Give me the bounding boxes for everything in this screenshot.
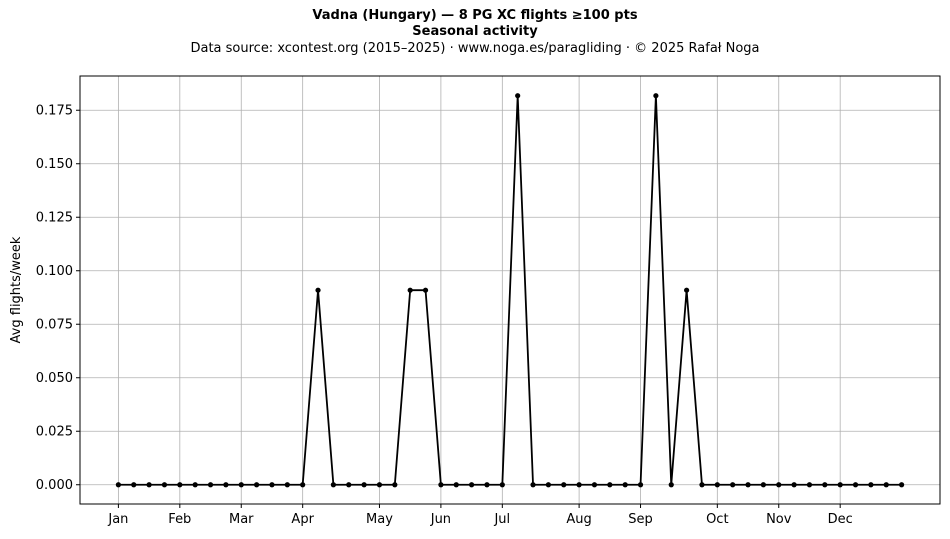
chart-subtitle: Seasonal activity: [412, 24, 538, 39]
data-point: [422, 287, 429, 293]
data-point: [714, 482, 720, 488]
x-tick-label: Oct: [706, 512, 728, 527]
data-point: [622, 482, 628, 488]
data-point: [192, 482, 198, 488]
y-tick-label: 0.125: [36, 211, 73, 226]
y-tick-label: 0.025: [36, 425, 73, 440]
data-point: [376, 482, 383, 488]
data-point: [300, 482, 306, 488]
data-point: [469, 482, 475, 488]
chart-titles: Vadna (Hungary) — 8 PG XC flights ≥100 p…: [0, 8, 950, 58]
data-point: [806, 482, 813, 488]
y-axis: 0.000 0.025 0.050 0.075 0.100 0.125 0.150 0.175: [36, 104, 80, 493]
x-tick-label: Apr: [291, 512, 314, 527]
data-point: [760, 482, 766, 488]
data-point: [438, 482, 444, 488]
data-point: [131, 482, 137, 488]
data-point: [361, 482, 367, 488]
data-point: [284, 482, 290, 488]
data-point: [223, 482, 229, 488]
y-tick-label: 0.000: [36, 478, 73, 493]
data-point: [852, 482, 859, 488]
data-point: [545, 482, 551, 488]
series-group: [115, 93, 905, 488]
data-point: [868, 482, 874, 488]
data-point: [499, 482, 505, 488]
data-point: [453, 482, 459, 488]
y-tick-label: 0.150: [36, 157, 73, 172]
x-tick-label: Dec: [828, 512, 853, 527]
data-point: [177, 482, 183, 488]
x-tick-label: Aug: [566, 512, 591, 527]
data-point: [837, 482, 843, 488]
plot-frame: [79, 75, 941, 505]
data-point: [238, 482, 244, 488]
data-point: [254, 482, 260, 488]
data-point: [684, 287, 690, 293]
chart-title: Vadna (Hungary) — 8 PG XC flights ≥100 p…: [312, 8, 638, 23]
x-tick-label: Jan: [107, 512, 128, 527]
data-point: [883, 482, 889, 488]
data-point: [791, 482, 797, 488]
x-tick-label: Mar: [229, 512, 254, 527]
data-point: [576, 482, 582, 488]
data-point: [269, 482, 275, 488]
x-axis: Jan Feb Mar Apr May Jun Jul Aug Sep Oct Nov Dec: [107, 504, 853, 527]
data-point: [407, 287, 413, 293]
series-line: [118, 94, 902, 486]
data-point: [392, 482, 398, 488]
data-point: [899, 482, 905, 488]
x-tick-label: Jun: [430, 512, 451, 527]
data-point: [484, 482, 490, 488]
y-tick-label: 0.175: [36, 104, 73, 119]
data-point: [515, 93, 521, 99]
x-tick-label: Nov: [766, 512, 792, 527]
data-point: [668, 482, 674, 488]
data-point: [730, 482, 736, 488]
data-point: [207, 482, 214, 488]
y-tick-label: 0.050: [36, 371, 73, 386]
y-axis-label: Avg flights/week: [9, 236, 24, 343]
x-tick-label: May: [366, 512, 393, 527]
data-point: [637, 482, 644, 488]
data-point: [822, 482, 828, 488]
chart-caption: Data source: xcontest.org (2015–2025) · …: [190, 41, 760, 56]
data-point: [776, 482, 782, 488]
data-point: [561, 482, 567, 488]
data-point: [745, 482, 751, 488]
y-tick-label: 0.075: [36, 318, 73, 333]
data-point: [653, 93, 659, 99]
data-point: [591, 482, 598, 488]
x-tick-label: Sep: [628, 512, 653, 527]
data-point: [530, 482, 536, 488]
data-point: [146, 482, 152, 488]
data-point: [115, 482, 121, 488]
data-point: [315, 287, 321, 293]
x-tick-label: Feb: [168, 512, 191, 527]
data-point: [161, 482, 168, 488]
x-tick-label: Jul: [493, 512, 510, 527]
data-point: [346, 482, 352, 488]
data-point: [330, 482, 336, 488]
data-point: [699, 482, 705, 488]
y-tick-label: 0.100: [36, 264, 73, 279]
data-point: [607, 482, 613, 488]
grid-lines: [80, 76, 940, 504]
